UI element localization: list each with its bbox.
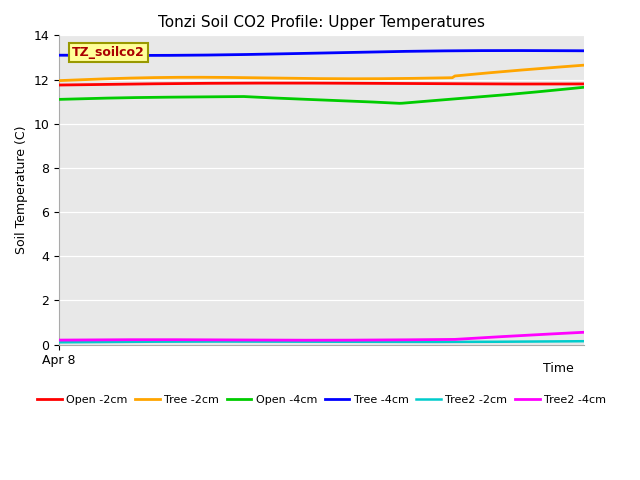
Tree2 -4cm bbox=[153, 337, 161, 343]
Tree2 -2cm bbox=[55, 339, 63, 345]
Tree -2cm bbox=[55, 78, 63, 84]
Open -2cm bbox=[557, 81, 564, 87]
Tree -4cm bbox=[541, 48, 548, 53]
Open -4cm bbox=[580, 84, 588, 90]
Y-axis label: Soil Temperature (C): Soil Temperature (C) bbox=[15, 126, 28, 254]
Tree2 -2cm bbox=[195, 339, 203, 345]
Title: Tonzi Soil CO2 Profile: Upper Temperatures: Tonzi Soil CO2 Profile: Upper Temperatur… bbox=[158, 15, 485, 30]
Line: Tree -2cm: Tree -2cm bbox=[59, 65, 584, 81]
Tree2 -4cm bbox=[580, 329, 588, 335]
Tree -2cm bbox=[87, 76, 95, 82]
Line: Tree -4cm: Tree -4cm bbox=[59, 50, 584, 56]
Tree -4cm bbox=[129, 53, 137, 59]
Open -2cm bbox=[153, 81, 161, 87]
Tree -2cm bbox=[76, 77, 84, 83]
Legend: Open -2cm, Tree -2cm, Open -4cm, Tree -4cm, Tree2 -2cm, Tree2 -4cm: Open -2cm, Tree -2cm, Open -4cm, Tree -4… bbox=[33, 390, 611, 409]
Open -2cm bbox=[280, 80, 287, 86]
Tree -2cm bbox=[580, 62, 588, 68]
Line: Open -4cm: Open -4cm bbox=[59, 87, 584, 103]
Tree -4cm bbox=[198, 52, 205, 58]
Open -4cm bbox=[195, 94, 203, 100]
Tree2 -2cm bbox=[153, 339, 161, 345]
Open -4cm bbox=[76, 96, 84, 102]
Tree2 -2cm bbox=[554, 338, 562, 344]
Tree2 -2cm bbox=[87, 339, 95, 345]
Tree2 -4cm bbox=[55, 337, 63, 343]
Tree -4cm bbox=[580, 48, 588, 54]
Line: Open -2cm: Open -2cm bbox=[59, 83, 584, 85]
Line: Tree2 -2cm: Tree2 -2cm bbox=[59, 341, 584, 342]
Tree2 -4cm bbox=[76, 337, 84, 343]
Open -2cm bbox=[538, 81, 546, 87]
Open -2cm bbox=[87, 82, 95, 87]
Tree2 -4cm bbox=[557, 331, 564, 336]
Tree2 -4cm bbox=[311, 337, 319, 343]
Tree2 -2cm bbox=[76, 339, 84, 345]
Open -4cm bbox=[538, 88, 546, 94]
Tree -2cm bbox=[195, 74, 203, 80]
Tree -4cm bbox=[559, 48, 567, 54]
Open -4cm bbox=[396, 100, 403, 106]
Open -4cm bbox=[87, 96, 95, 101]
Tree -4cm bbox=[87, 52, 95, 58]
Tree -2cm bbox=[153, 75, 161, 81]
Tree2 -4cm bbox=[87, 337, 95, 343]
X-axis label: Time: Time bbox=[543, 361, 573, 374]
Open -2cm bbox=[580, 81, 588, 87]
Tree -4cm bbox=[156, 52, 163, 58]
Tree2 -4cm bbox=[538, 332, 546, 337]
Tree -4cm bbox=[506, 48, 514, 53]
Open -4cm bbox=[557, 87, 564, 93]
Open -4cm bbox=[55, 96, 63, 102]
Tree -2cm bbox=[554, 64, 562, 70]
Text: TZ_soilco2: TZ_soilco2 bbox=[72, 46, 145, 59]
Tree2 -2cm bbox=[536, 338, 543, 344]
Open -2cm bbox=[76, 82, 84, 88]
Tree -4cm bbox=[55, 52, 63, 58]
Tree -2cm bbox=[536, 66, 543, 72]
Open -2cm bbox=[195, 81, 203, 86]
Open -4cm bbox=[153, 95, 161, 100]
Tree2 -4cm bbox=[195, 337, 203, 343]
Open -2cm bbox=[55, 82, 63, 88]
Tree2 -2cm bbox=[580, 338, 588, 344]
Line: Tree2 -4cm: Tree2 -4cm bbox=[59, 332, 584, 340]
Tree -4cm bbox=[76, 52, 84, 58]
